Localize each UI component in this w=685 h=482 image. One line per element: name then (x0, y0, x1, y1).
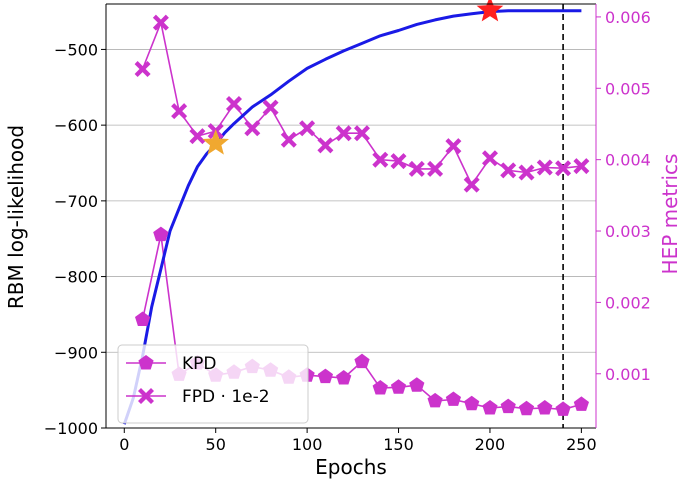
fpd-point (463, 176, 480, 193)
fpd-point (317, 137, 334, 154)
ticks: −1000 −900 −800 −700 −600 −500 0.001 0.002 0.003… (44, 8, 651, 454)
fpd-point (244, 120, 261, 137)
fpd-point (354, 125, 370, 142)
kpd-point (445, 391, 461, 406)
fpd-point (134, 61, 151, 77)
fpd-point (390, 153, 407, 170)
kpd-point (409, 377, 425, 392)
x-tick-label: 200 (475, 435, 506, 454)
fpd-point (518, 164, 535, 181)
fpd-point (445, 138, 462, 155)
x-tick-label: 100 (292, 435, 323, 454)
fpd-point (262, 99, 279, 116)
fpd-point (280, 131, 297, 148)
y-left-tick-label: −900 (54, 343, 98, 362)
kpd-point (482, 400, 498, 415)
fpd-point (152, 14, 169, 31)
legend-label: KPD (182, 354, 217, 374)
fpd-point (171, 103, 188, 120)
y-left-tick-label: −700 (54, 192, 98, 211)
fpd-point (408, 160, 425, 177)
legend-box (117, 344, 309, 424)
star-marker (476, 0, 504, 22)
legend: KPD FPD · 1e-2 (117, 344, 309, 424)
fpd-point (189, 128, 206, 145)
kpd-point (153, 226, 169, 242)
legend-marker-kpd (138, 355, 154, 370)
y-left-tick-label: −1000 (44, 419, 98, 438)
fpd-point (555, 160, 572, 177)
kpd-point (537, 400, 553, 415)
y-right-tick-label: 0.004 (605, 151, 651, 170)
kpd-point (427, 392, 443, 408)
fpd-point (536, 159, 553, 176)
x-tick-label: 50 (206, 435, 226, 454)
fpd-point (482, 150, 498, 167)
axes (105, 3, 597, 429)
legend-label: FPD · 1e-2 (182, 387, 270, 407)
y-left-tick-label: −500 (54, 40, 98, 59)
y-right-tick-label: 0.005 (605, 79, 651, 98)
y-axis-left-title: RBM log-likelihood (4, 125, 28, 309)
kpd-point (135, 311, 151, 326)
y-right-tick-label: 0.003 (605, 222, 651, 241)
kpd-point (336, 370, 352, 385)
fpd-point (573, 158, 590, 175)
y-right-tick-label: 0.002 (605, 293, 651, 312)
y-left-tick-label: −600 (54, 116, 98, 135)
kpd-point (464, 395, 480, 411)
star-marker (202, 129, 229, 155)
kpd-point (555, 401, 571, 416)
y-left-tick-label: −800 (54, 268, 98, 287)
x-tick-label: 150 (383, 435, 414, 454)
kpd-point (390, 379, 407, 394)
fpd-point (335, 125, 352, 142)
x-axis-title: Epochs (315, 455, 387, 479)
kpd-point (573, 396, 589, 411)
kpd-point (500, 398, 516, 414)
x-tick-label: 250 (566, 435, 597, 454)
fpd-point (372, 151, 389, 168)
fpd-point (226, 96, 242, 112)
series-line-fpd (141, 19, 582, 187)
legend-marker-fpd (138, 388, 154, 404)
kpd-point (317, 368, 333, 384)
fpd-point (427, 160, 444, 177)
kpd-point (518, 400, 535, 416)
y-right-tick-label: 0.001 (605, 365, 651, 384)
x-tick-label: 0 (119, 435, 129, 454)
fpd-point (299, 120, 316, 137)
y-axis-right-title: HEP metrics (658, 154, 682, 275)
kpd-point (372, 380, 388, 395)
fpd-point (500, 162, 517, 179)
y-right-tick-label: 0.006 (605, 8, 651, 27)
kpd-point (354, 353, 370, 369)
